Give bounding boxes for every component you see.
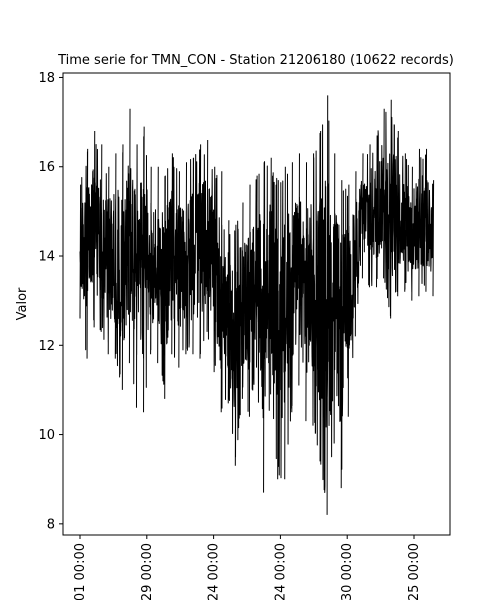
- y-axis-label: Valor: [15, 287, 30, 320]
- x-tick-label: 01 00:00: [73, 543, 88, 600]
- x-tick-label: 24 00:00: [207, 543, 222, 600]
- chart-title: Time serie for TMN_CON - Station 2120618…: [57, 53, 454, 68]
- y-tick-label: 10: [38, 428, 55, 443]
- x-tick-label: 29 00:00: [140, 543, 155, 600]
- y-tick-label: 12: [38, 339, 55, 354]
- y-tick-label: 18: [38, 71, 55, 86]
- x-axis: 01 00:00 29 00:00 24 00:00 24 00:00 30 00:00…: [73, 535, 422, 600]
- series-line: [79, 95, 435, 515]
- y-tick-label: 14: [38, 250, 55, 265]
- y-axis: 8 10 12 14 16 18: [38, 71, 63, 532]
- x-tick-label: 30 00:00: [340, 543, 355, 600]
- x-tick-label: 25 00:00: [407, 543, 422, 600]
- y-tick-label: 16: [38, 160, 55, 175]
- y-tick-label: 8: [47, 517, 55, 532]
- x-tick-label: 24 00:00: [273, 543, 288, 600]
- series-group: [79, 95, 435, 515]
- plot-border: [62, 72, 451, 536]
- plot-area: [62, 72, 451, 536]
